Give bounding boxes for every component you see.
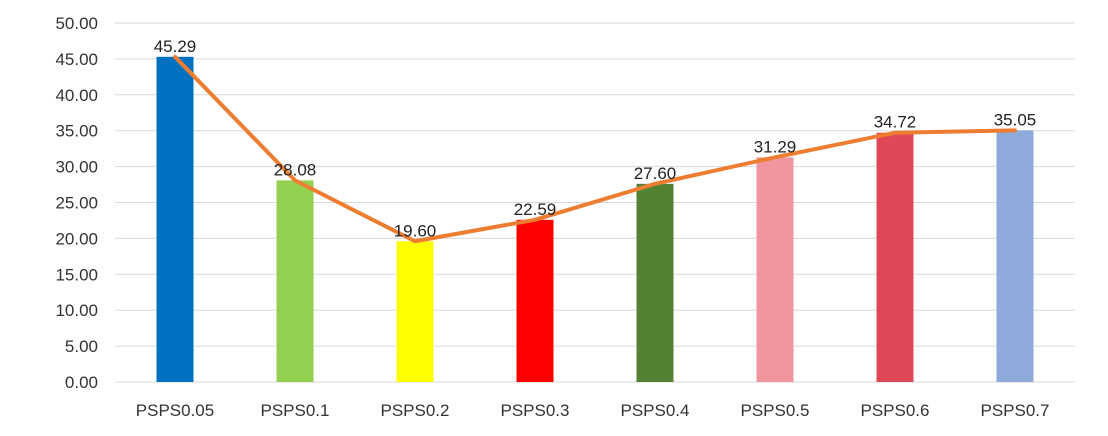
data-label: 31.29 — [754, 137, 797, 156]
y-tick-label: 25.00 — [55, 194, 98, 213]
x-tick-label: PSPS0.3 — [501, 401, 570, 420]
x-tick-label: PSPS0.1 — [261, 401, 330, 420]
x-axis-ticks: PSPS0.05 PSPS0.1 PSPS0.2 PSPS0.3 PSPS0.4 PSPS… — [136, 401, 1050, 420]
bars — [156, 56, 1034, 382]
x-tick-label: PSPS0.4 — [621, 401, 690, 420]
data-label: 35.05 — [994, 110, 1037, 129]
data-label: 28.08 — [274, 160, 317, 179]
bar — [516, 219, 554, 382]
y-tick-label: 40.00 — [55, 86, 98, 105]
bar — [396, 241, 434, 382]
bar — [156, 56, 194, 382]
data-label: 22.59 — [514, 200, 557, 219]
bar — [276, 180, 314, 382]
y-tick-label: 35.00 — [55, 122, 98, 141]
y-tick-label: 0.00 — [65, 373, 98, 392]
data-labels: 45.29 28.08 19.60 22.59 27.60 31.29 34.72 35.05 — [154, 37, 1037, 240]
x-tick-label: PSPS0.5 — [741, 401, 810, 420]
y-tick-label: 20.00 — [55, 229, 98, 248]
bar — [636, 183, 674, 382]
x-tick-label: PSPS0.2 — [381, 401, 450, 420]
y-tick-label: 15.00 — [55, 265, 98, 284]
trend-line — [173, 54, 1017, 244]
y-tick-label: 5.00 — [65, 337, 98, 356]
x-tick-label: PSPS0.05 — [136, 401, 214, 420]
data-label: 45.29 — [154, 37, 197, 56]
x-tick-label: PSPS0.6 — [861, 401, 930, 420]
data-label: 19.60 — [394, 221, 437, 240]
x-tick-label: PSPS0.7 — [981, 401, 1050, 420]
y-tick-label: 10.00 — [55, 301, 98, 320]
data-label: 34.72 — [874, 113, 917, 132]
bar — [756, 157, 794, 382]
bar — [996, 130, 1034, 382]
y-tick-label: 50.00 — [55, 14, 98, 33]
bar — [876, 132, 914, 382]
data-label: 27.60 — [634, 164, 677, 183]
trend-line-series — [173, 54, 1017, 244]
y-tick-label: 30.00 — [55, 158, 98, 177]
y-tick-label: 45.00 — [55, 50, 98, 69]
y-axis-ticks: 0.00 5.00 10.00 15.00 20.00 25.00 30.00 35.00 40… — [55, 14, 98, 392]
